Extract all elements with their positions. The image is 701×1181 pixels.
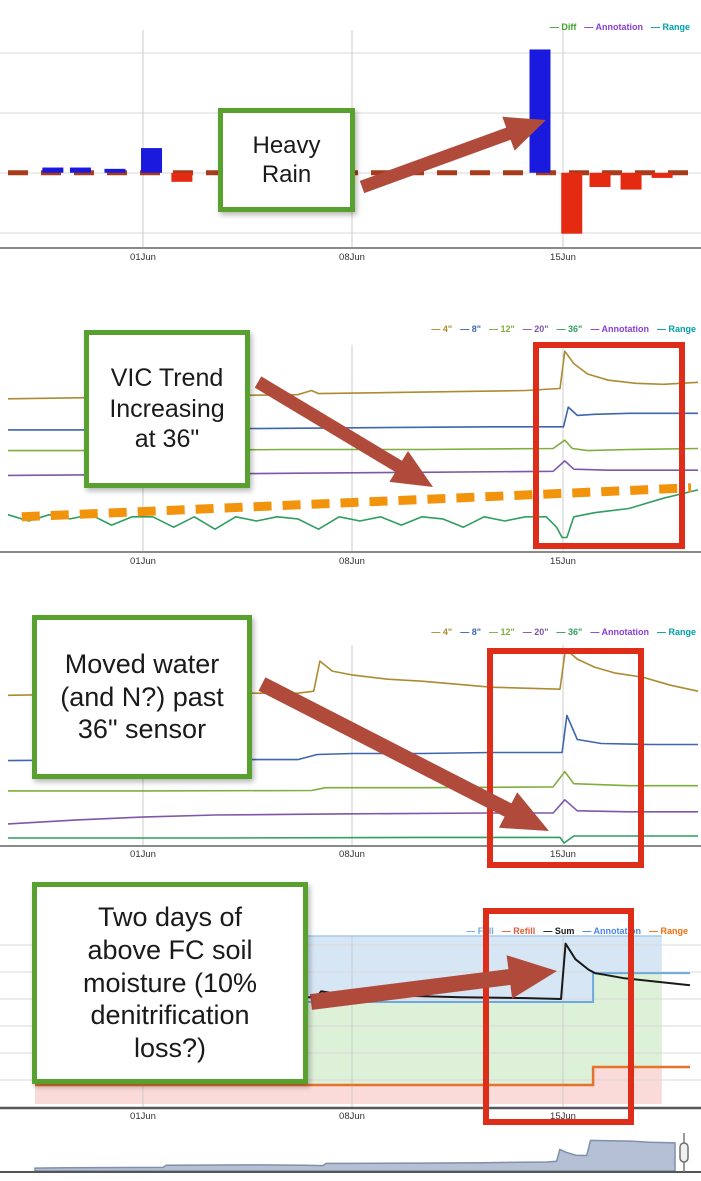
range-slider-handle[interactable] <box>679 1142 689 1163</box>
legend-item[interactable]: — 12" <box>488 627 515 637</box>
x-axis-label: 01Jun <box>130 252 156 263</box>
diff-bar <box>561 172 583 234</box>
annotation-box-vic-trend: VIC Trend Increasing at 36" <box>84 330 250 488</box>
legend-item[interactable]: — Diff <box>549 22 577 32</box>
x-axis-label: 08Jun <box>339 252 365 263</box>
x-axis-label: 08Jun <box>339 1111 365 1122</box>
legend-item[interactable]: — Annotation <box>590 627 649 637</box>
diff-bar <box>529 49 551 173</box>
diff-bar <box>104 168 126 173</box>
legend-vic-trend-chart: — 4" — 8" — 12" — 20" — 36" — Annotation — Ran… <box>431 324 696 334</box>
refill-line <box>35 1065 690 1087</box>
legend-item[interactable]: — 8" <box>460 324 481 334</box>
x-axis-label: 08Jun <box>339 849 365 860</box>
diff-bar <box>69 167 91 173</box>
x-axis-label: 15Jun <box>550 252 576 263</box>
annotation-arrow <box>359 116 546 194</box>
annotation-text: Two days of above FC soil moisture (10% … <box>82 901 258 1064</box>
legend-item[interactable]: — Sum <box>543 926 575 936</box>
annotation-box-heavy-rain: Heavy Rain <box>218 108 355 212</box>
range-selector-area <box>34 1139 676 1172</box>
annotation-box-two-days: Two days of above FC soil moisture (10% … <box>32 882 308 1084</box>
diff-bar <box>171 172 193 182</box>
diff-bar <box>589 172 611 188</box>
legend-item[interactable]: — 20" <box>522 627 549 637</box>
annotation-text: Moved water (and N?) past 36" sensor <box>60 648 224 745</box>
diff-bar <box>620 172 642 190</box>
legend-item[interactable]: — Full <box>466 926 494 936</box>
x-axis-label: 08Jun <box>339 556 365 567</box>
legend-item[interactable]: — 36" <box>556 324 583 334</box>
series-36in-line <box>7 489 699 539</box>
x-axis-label: 15Jun <box>550 556 576 567</box>
legend-diff-chart: — Diff — Annotation — Range <box>550 22 690 32</box>
diff-bar <box>141 148 163 173</box>
legend-item[interactable]: — 36" <box>556 627 583 637</box>
legend-item[interactable]: — Annotation <box>584 22 643 32</box>
annotation-arrow <box>310 955 557 1010</box>
legend-item[interactable]: — Range <box>656 627 696 637</box>
legend-item[interactable]: — Range <box>648 926 688 936</box>
legend-item[interactable]: — 20" <box>522 324 549 334</box>
highlight-rect-vic-trend <box>533 342 685 549</box>
diff-bar <box>42 167 64 173</box>
x-axis-label: 15Jun <box>550 849 576 860</box>
legend-item[interactable]: — Range <box>650 22 690 32</box>
annotation-arrow <box>254 376 433 487</box>
series-36in-line <box>8 835 698 844</box>
x-axis-label: 15Jun <box>550 1111 576 1122</box>
legend-item[interactable]: — Annotation <box>582 926 641 936</box>
legend-item[interactable]: — 12" <box>488 324 515 334</box>
legend-item[interactable]: — 4" <box>431 627 453 637</box>
x-axis-label: 01Jun <box>130 556 156 567</box>
legend-item[interactable]: — Range <box>656 324 696 334</box>
diff-bar <box>651 172 673 178</box>
hand-drawn-trend-dashes <box>21 483 692 522</box>
x-axis-label: 01Jun <box>130 849 156 860</box>
legend-item[interactable]: — 8" <box>460 627 481 637</box>
annotation-text: Heavy Rain <box>252 131 321 188</box>
annotation-text: VIC Trend Increasing at 36" <box>109 364 225 454</box>
legend-soil-moisture-chart: — Full — Refill — Sum — Annotation — Range <box>466 926 688 936</box>
legend-item[interactable]: — 4" <box>431 324 453 334</box>
legend-item[interactable]: — Refill <box>501 926 536 936</box>
annotation-box-moved-water: Moved water (and N?) past 36" sensor <box>32 615 252 779</box>
highlight-rect-soil-moisture <box>483 908 634 1125</box>
x-axis-label: 01Jun <box>130 1111 156 1122</box>
legend-item[interactable]: — Annotation <box>590 324 649 334</box>
annotation-arrow <box>258 677 549 831</box>
legend-depth-chart: — 4" — 8" — 12" — 20" — 36" — Annotation — Ran… <box>431 627 696 637</box>
highlight-rect-depth-spike <box>487 648 644 868</box>
